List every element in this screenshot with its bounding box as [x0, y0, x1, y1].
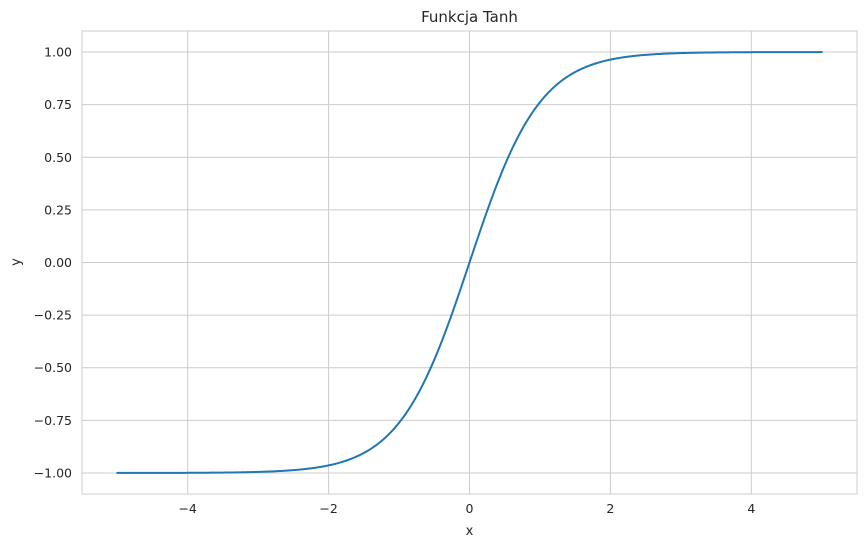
y-tick-label: −1.00 — [34, 465, 72, 480]
x-tick-label: 4 — [747, 501, 755, 516]
y-tick-label: −0.25 — [34, 308, 72, 323]
y-tick-label: 1.00 — [44, 45, 72, 60]
y-tick-label: 0.25 — [44, 202, 72, 217]
y-axis-label: y — [9, 258, 24, 266]
y-tick-label: −0.50 — [34, 360, 72, 375]
chart-title: Funkcja Tanh — [421, 8, 518, 26]
y-tick-label: 0.75 — [44, 97, 72, 112]
x-tick-label: −2 — [319, 501, 337, 516]
x-tick-label: 2 — [606, 501, 614, 516]
x-tick-label: 0 — [466, 501, 474, 516]
tanh-line — [116, 51, 823, 474]
y-tick-label: 0.50 — [44, 150, 72, 165]
y-tick-label: 0.00 — [44, 255, 72, 270]
y-tick-label: −0.75 — [34, 413, 72, 428]
x-tick-label: −4 — [178, 501, 196, 516]
x-axis-label: x — [466, 524, 474, 539]
x-tick-labels: −4 −2 0 2 4 — [178, 501, 755, 516]
y-tick-labels: −1.00 −0.75 −0.50 −0.25 0.00 0.25 0.50 0.75 1.00 — [34, 45, 72, 481]
plot-frame — [81, 30, 858, 495]
